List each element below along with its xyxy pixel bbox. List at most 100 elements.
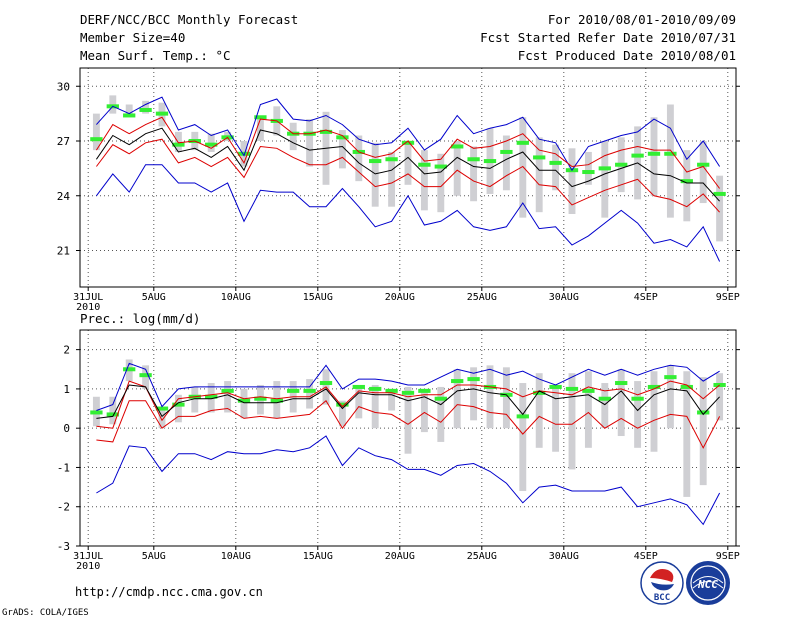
observed-marker bbox=[254, 396, 267, 401]
spread-bar bbox=[338, 400, 346, 427]
spread-bar bbox=[568, 148, 576, 214]
observed-marker bbox=[418, 388, 431, 393]
spread-bar bbox=[699, 377, 707, 486]
observed-marker bbox=[123, 113, 136, 118]
series-line-lower bbox=[96, 138, 720, 213]
spread-bar bbox=[470, 367, 478, 421]
x-tick-label: 5AUG bbox=[142, 551, 166, 562]
spread-bar bbox=[420, 150, 428, 211]
y-tick-label: 30 bbox=[57, 80, 70, 93]
spread-bar bbox=[617, 369, 625, 437]
spread-bar bbox=[355, 384, 363, 419]
observed-marker bbox=[549, 384, 562, 389]
series-line-upper bbox=[96, 380, 720, 429]
x-tick-year: 2010 bbox=[76, 561, 100, 572]
header-forecast-period: For 2010/08/01-2010/09/09 bbox=[548, 12, 736, 27]
spread-bar bbox=[437, 153, 445, 213]
spread-bar bbox=[256, 115, 264, 141]
observed-marker bbox=[237, 398, 251, 403]
spread-bar bbox=[306, 119, 314, 167]
observed-marker bbox=[631, 153, 644, 158]
spread-bar bbox=[158, 406, 166, 429]
observed-marker bbox=[369, 159, 382, 164]
spread-bar bbox=[338, 130, 346, 169]
x-tick-year: 2010 bbox=[76, 302, 100, 313]
spread-bar bbox=[699, 141, 707, 204]
spread-bar bbox=[601, 383, 609, 429]
observed-marker bbox=[647, 151, 661, 156]
observed-marker bbox=[270, 398, 283, 403]
observed-marker bbox=[221, 388, 234, 393]
observed-marker bbox=[90, 137, 103, 142]
observed-marker bbox=[401, 140, 415, 145]
y-tick-label: 21 bbox=[57, 245, 70, 258]
spread-bar bbox=[371, 142, 379, 207]
observed-marker bbox=[483, 159, 497, 164]
observed-marker bbox=[401, 390, 415, 395]
observed-marker bbox=[434, 396, 447, 401]
bcc-logo-text: BCC bbox=[654, 593, 670, 603]
observed-marker bbox=[664, 151, 677, 156]
observed-marker bbox=[598, 166, 611, 171]
footer-url: http://cmdp.ncc.cma.gov.cn bbox=[75, 585, 263, 599]
y-tick-label: -3 bbox=[57, 540, 70, 553]
observed-marker bbox=[615, 381, 628, 386]
x-tick-label: 20AUG bbox=[385, 551, 415, 562]
spread-bar bbox=[519, 383, 527, 492]
observed-marker bbox=[516, 140, 529, 145]
observed-marker bbox=[155, 406, 169, 411]
observed-marker bbox=[664, 375, 677, 380]
x-tick-label: 20AUG bbox=[385, 292, 415, 303]
observed-marker bbox=[451, 379, 464, 384]
observed-marker bbox=[237, 151, 251, 156]
observed-marker bbox=[287, 388, 300, 393]
ncc-logo: NCC bbox=[686, 561, 730, 605]
x-tick-label: 4SEP bbox=[634, 292, 658, 303]
x-tick-label: 15AUG bbox=[303, 551, 333, 562]
spread-bar bbox=[650, 371, 658, 452]
observed-marker bbox=[155, 111, 169, 116]
observed-marker bbox=[451, 144, 464, 149]
observed-marker bbox=[582, 170, 595, 175]
spread-bar bbox=[224, 381, 232, 413]
x-tick-label: 31JUL bbox=[73, 292, 103, 303]
observed-marker bbox=[533, 390, 546, 395]
observed-marker bbox=[205, 142, 218, 147]
series-line-mean bbox=[96, 384, 720, 419]
observed-marker bbox=[631, 396, 644, 401]
observed-marker bbox=[90, 410, 103, 415]
spread-bar bbox=[453, 369, 461, 429]
header-produced-date: Fcst Produced Date 2010/08/01 bbox=[518, 48, 736, 63]
footer-grads-credit: GrADS: COLA/IGES bbox=[2, 608, 89, 618]
observed-marker bbox=[139, 107, 152, 112]
ncc-logo-text: NCC bbox=[697, 578, 718, 591]
spread-bar bbox=[601, 141, 609, 218]
plot-frame bbox=[79, 67, 737, 288]
observed-marker bbox=[123, 367, 136, 372]
spread-bar bbox=[388, 151, 396, 207]
y-tick-label: -1 bbox=[57, 461, 70, 474]
y-tick-label: 1 bbox=[63, 383, 70, 396]
spread-bar bbox=[240, 388, 248, 419]
observed-marker bbox=[172, 142, 185, 147]
observed-marker bbox=[565, 386, 579, 391]
observed-marker bbox=[319, 129, 333, 134]
spread-bar bbox=[584, 151, 592, 185]
x-tick-label: 30AUG bbox=[549, 292, 579, 303]
precipitation-panel: -3 -2 -1 0 1 2 31JUL 5AUG 10AUG 15AUG 20AUG 25AUG 30… bbox=[57, 329, 740, 572]
observed-marker bbox=[697, 410, 710, 415]
header-variable-top: Mean Surf. Temp.: °C bbox=[80, 48, 231, 63]
observed-marker bbox=[582, 388, 595, 393]
observed-marker bbox=[467, 377, 480, 382]
spread-bar bbox=[470, 146, 478, 202]
observed-marker bbox=[319, 381, 333, 386]
spread-bar bbox=[404, 386, 412, 454]
observed-marker bbox=[254, 115, 267, 120]
observed-marker bbox=[647, 384, 661, 389]
series-line-max bbox=[95, 164, 721, 262]
observed-marker bbox=[598, 396, 611, 401]
y-tick-label: 2 bbox=[63, 344, 70, 357]
spread-bar bbox=[420, 388, 428, 433]
observed-marker bbox=[516, 414, 529, 419]
